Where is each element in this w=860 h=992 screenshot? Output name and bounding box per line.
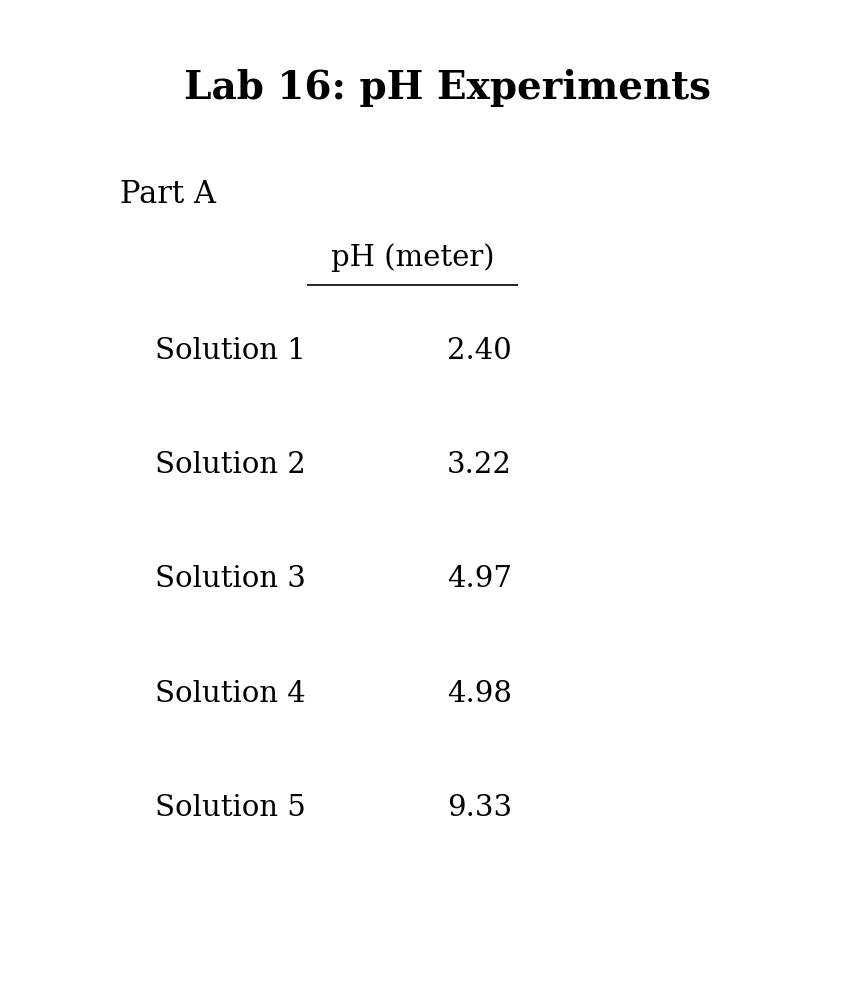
Text: Solution 1: Solution 1	[155, 337, 305, 365]
Text: pH (meter): pH (meter)	[331, 243, 494, 272]
Text: 4.97: 4.97	[447, 565, 513, 593]
Text: 3.22: 3.22	[447, 451, 512, 479]
Text: Solution 4: Solution 4	[155, 680, 305, 707]
Text: Solution 5: Solution 5	[155, 794, 305, 821]
Text: Part A: Part A	[120, 179, 217, 209]
Text: Lab 16: pH Experiments: Lab 16: pH Experiments	[184, 69, 710, 107]
Text: 4.98: 4.98	[447, 680, 513, 707]
Text: Solution 2: Solution 2	[155, 451, 305, 479]
Text: Solution 3: Solution 3	[155, 565, 305, 593]
Text: 2.40: 2.40	[447, 337, 512, 365]
Text: 9.33: 9.33	[447, 794, 513, 821]
